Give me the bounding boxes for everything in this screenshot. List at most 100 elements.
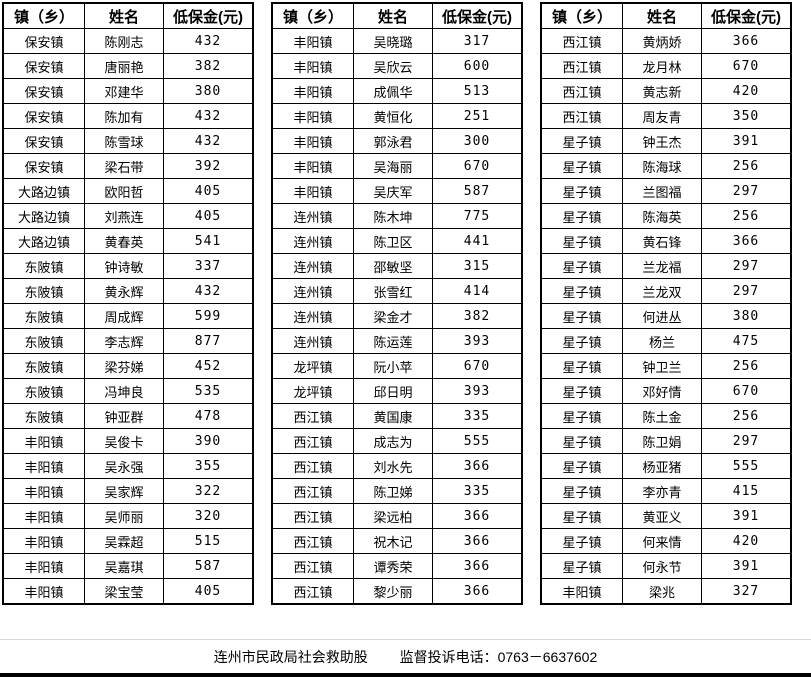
name-cell: 邓好情 xyxy=(622,378,702,404)
amount-cell: 335 xyxy=(432,478,523,504)
name-cell: 刘水先 xyxy=(353,453,433,479)
town-cell: 保安镇 xyxy=(2,153,85,179)
table-row: 西江镇 成志为 555 xyxy=(271,428,523,454)
amount-cell: 317 xyxy=(432,28,523,54)
name-cell: 李亦青 xyxy=(622,478,702,504)
name-cell: 邓建华 xyxy=(84,78,164,104)
town-cell: 星子镇 xyxy=(540,453,623,479)
table-row: 星子镇 黄亚义 391 xyxy=(540,503,792,529)
town-cell: 丰阳镇 xyxy=(271,178,354,204)
name-cell: 成志为 xyxy=(353,428,433,454)
footer: 连州市民政局社会救助股 监督投诉电话：0763－6637602 xyxy=(0,639,811,673)
table-body: 保安镇 陈刚志 432 保安镇 唐丽艳 382 保安镇 邓建华 380 保安镇 陈加有 432 保安镇陈… xyxy=(2,28,254,605)
amount-cell: 327 xyxy=(701,578,792,605)
town-cell: 丰阳镇 xyxy=(271,103,354,129)
name-cell: 梁远柏 xyxy=(353,503,433,529)
amount-cell: 478 xyxy=(163,403,254,429)
amount-cell: 335 xyxy=(432,403,523,429)
name-cell: 龙月林 xyxy=(622,53,702,79)
name-cell: 周成辉 xyxy=(84,303,164,329)
town-cell: 西江镇 xyxy=(271,553,354,579)
amount-cell: 670 xyxy=(432,153,523,179)
amount-cell: 315 xyxy=(432,253,523,279)
name-cell: 张雪红 xyxy=(353,278,433,304)
name-cell: 兰图福 xyxy=(622,178,702,204)
table-row: 星子镇 何永节 391 xyxy=(540,553,792,579)
name-cell: 黄国康 xyxy=(353,403,433,429)
table-row: 大路边镇 黄春英 541 xyxy=(2,228,254,254)
town-column-header: 镇（乡） xyxy=(2,2,85,29)
town-cell: 丰阳镇 xyxy=(2,478,85,504)
table-row: 连州镇 张雪红 414 xyxy=(271,278,523,304)
town-cell: 星子镇 xyxy=(540,553,623,579)
amount-cell: 297 xyxy=(701,178,792,204)
amount-cell: 541 xyxy=(163,228,254,254)
table-row: 星子镇 兰图福 297 xyxy=(540,178,792,204)
name-cell: 黄恒化 xyxy=(353,103,433,129)
name-cell: 唐丽艳 xyxy=(84,53,164,79)
town-cell: 龙坪镇 xyxy=(271,378,354,404)
name-cell: 郭泳君 xyxy=(353,128,433,154)
amount-cell: 535 xyxy=(163,378,254,404)
name-cell: 陈刚志 xyxy=(84,28,164,54)
town-cell: 星子镇 xyxy=(540,378,623,404)
table-row: 西江镇 龙月林 670 xyxy=(540,53,792,79)
amount-cell: 366 xyxy=(432,503,523,529)
name-cell: 吴欣云 xyxy=(353,53,433,79)
amount-cell: 256 xyxy=(701,403,792,429)
table-row: 西江镇 陈卫娣 335 xyxy=(271,478,523,504)
town-cell: 星子镇 xyxy=(540,128,623,154)
amount-cell: 670 xyxy=(701,53,792,79)
name-cell: 黄永辉 xyxy=(84,278,164,304)
amount-cell: 420 xyxy=(701,528,792,554)
amount-cell: 256 xyxy=(701,203,792,229)
town-cell: 星子镇 xyxy=(540,328,623,354)
table-row: 丰阳镇 吴嘉琪 587 xyxy=(2,553,254,579)
table-row: 保安镇 唐丽艳 382 xyxy=(2,53,254,79)
town-cell: 星子镇 xyxy=(540,353,623,379)
amount-cell: 405 xyxy=(163,178,254,204)
amount-cell: 432 xyxy=(163,103,254,129)
town-cell: 连州镇 xyxy=(271,328,354,354)
name-cell: 欧阳哲 xyxy=(84,178,164,204)
name-cell: 梁兆 xyxy=(622,578,702,605)
table-row: 西江镇 谭秀荣 366 xyxy=(271,553,523,579)
name-cell: 何进丛 xyxy=(622,303,702,329)
amount-cell: 337 xyxy=(163,253,254,279)
table-row: 丰阳镇 吴永强 355 xyxy=(2,453,254,479)
name-column-header: 姓名 xyxy=(622,2,702,29)
table-row: 西江镇 黄志新 420 xyxy=(540,78,792,104)
amount-cell: 297 xyxy=(701,253,792,279)
table-row: 星子镇 陈海球 256 xyxy=(540,153,792,179)
town-column-header: 镇（乡） xyxy=(540,2,623,29)
town-cell: 丰阳镇 xyxy=(2,528,85,554)
table-row: 星子镇 陈卫娟 297 xyxy=(540,428,792,454)
table-row: 丰阳镇 吴庆军 587 xyxy=(271,178,523,204)
table-row: 东陂镇 李志辉 877 xyxy=(2,328,254,354)
amount-column-header: 低保金(元) xyxy=(432,2,523,29)
name-cell: 黄炳娇 xyxy=(622,28,702,54)
table-row: 丰阳镇 吴俊卡 390 xyxy=(2,428,254,454)
amount-cell: 382 xyxy=(163,53,254,79)
name-cell: 梁宝莹 xyxy=(84,578,164,605)
table-row: 丰阳镇 吴师丽 320 xyxy=(2,503,254,529)
name-cell: 何来情 xyxy=(622,528,702,554)
amount-cell: 366 xyxy=(432,553,523,579)
town-cell: 大路边镇 xyxy=(2,178,85,204)
table-row: 星子镇 陈海英 256 xyxy=(540,203,792,229)
name-cell: 吴霖超 xyxy=(84,528,164,554)
table-row: 保安镇 陈雪球 432 xyxy=(2,128,254,154)
footer-hotline: 监督投诉电话：0763－6637602 xyxy=(399,649,598,665)
amount-cell: 405 xyxy=(163,203,254,229)
table-row: 连州镇 梁金才 382 xyxy=(271,303,523,329)
name-cell: 黄亚义 xyxy=(622,503,702,529)
amount-cell: 350 xyxy=(701,103,792,129)
table-row: 丰阳镇 梁兆 327 xyxy=(540,578,792,605)
table-row: 东陂镇 钟诗敏 337 xyxy=(2,253,254,279)
table-row: 星子镇 黄石锋 366 xyxy=(540,228,792,254)
amount-cell: 391 xyxy=(701,553,792,579)
amount-cell: 393 xyxy=(432,378,523,404)
name-cell: 兰龙双 xyxy=(622,278,702,304)
amount-cell: 415 xyxy=(701,478,792,504)
amount-cell: 355 xyxy=(163,453,254,479)
